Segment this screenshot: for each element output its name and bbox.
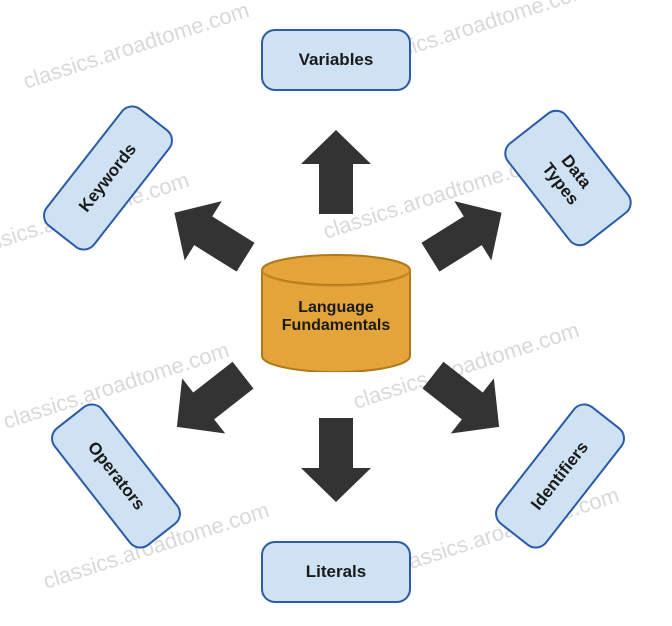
arrow-to-operators [155, 348, 264, 455]
arrow-to-identifiers [411, 348, 520, 455]
node-data-types: DataTypes [499, 104, 638, 252]
diagram-canvas: classics.aroadtome.comclassics.aroadtome… [0, 0, 672, 626]
node-operators-label: Operators [83, 438, 148, 514]
node-identifiers: Identifiers [489, 398, 630, 554]
node-variables: Variables [261, 29, 411, 91]
node-literals-label: Literals [306, 562, 366, 582]
node-data-types-label: DataTypes [538, 147, 598, 209]
center-node-label: LanguageFundamentals [282, 291, 390, 335]
watermark-text: classics.aroadtome.com [20, 0, 252, 95]
arrow-to-data-types [412, 183, 520, 287]
arrow-to-keywords [156, 183, 264, 287]
node-keywords-label: Keywords [75, 140, 140, 216]
node-variables-label: Variables [299, 50, 374, 70]
node-keywords: Keywords [37, 100, 178, 256]
node-literals: Literals [261, 541, 411, 603]
center-node: LanguageFundamentals [261, 254, 411, 372]
arrow-to-literals [301, 418, 371, 502]
arrow-to-variables [301, 130, 371, 214]
node-operators: Operators [45, 398, 186, 554]
node-identifiers-label: Identifiers [527, 438, 592, 514]
